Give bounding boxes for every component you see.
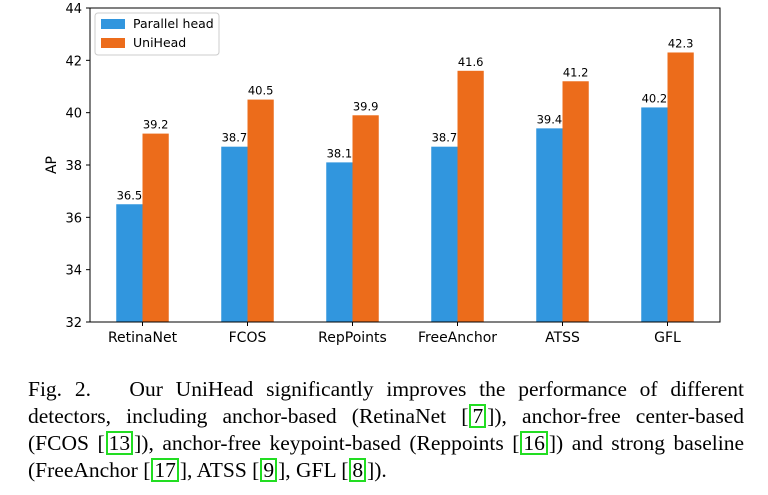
citation-link[interactable]: 13 [105, 431, 134, 455]
value-labels-layer: 36.5 39.2 38.7 40.5 38.1 39.9 38.7 41.6 39.4 41.2… [117, 36, 694, 202]
x-axis-ticks: RetinaNet FCOS RepPoints FreeAnchor ATSS GFL [108, 322, 681, 346]
legend-swatch-unihead [101, 38, 125, 48]
y-axis-ticks: 32 34 36 38 40 42 44 [65, 2, 90, 331]
caption-text: ]), anchor-free keypoint-based (Reppoint… [134, 431, 520, 455]
legend-label-parallel-head: Parallel head [133, 16, 214, 31]
y-tick-label: 40 [65, 107, 82, 122]
x-tick-label: GFL [654, 330, 681, 346]
caption-text: ], GFL [ [278, 458, 349, 482]
y-tick-label: 36 [65, 211, 82, 226]
data-label: 39.2 [143, 118, 169, 132]
data-label: 38.7 [222, 131, 248, 145]
bar-unihead-fcos [247, 99, 274, 322]
legend: Parallel head UniHead [94, 12, 220, 56]
x-tick-label: ATSS [545, 330, 580, 346]
y-tick-label: 42 [65, 54, 82, 69]
citation-link[interactable]: 8 [349, 458, 367, 482]
figure-caption: Fig. 2. Our UniHead significantly improv… [28, 376, 744, 484]
caption-text: Our UniHead significantly improves the p… [28, 377, 745, 428]
bar-chart: 36.5 39.2 38.7 40.5 38.1 39.9 38.7 41.6 39.4 41.2… [44, 2, 721, 346]
bar-parallel-head-fcos [221, 146, 248, 322]
citation-link[interactable]: 9 [260, 458, 278, 482]
legend-label-unihead: UniHead [133, 35, 186, 50]
bar-unihead-freeanchor [457, 70, 484, 322]
y-axis-label: AP [44, 156, 60, 174]
bar-parallel-head-atss [536, 128, 563, 322]
bar-parallel-head-freeanchor [431, 146, 458, 322]
caption-text: ]) and strong baseline (FreeAnchor [ [28, 431, 744, 482]
y-tick-label: 34 [65, 264, 82, 279]
bar-parallel-head-gfl [641, 107, 668, 322]
citation-link[interactable]: 16 [520, 431, 548, 455]
x-tick-label: FreeAnchor [418, 330, 497, 346]
citation-link[interactable]: 17 [151, 458, 179, 482]
x-tick-label: RepPoints [318, 330, 387, 346]
caption-text: ]). [367, 458, 387, 482]
y-tick-label: 38 [65, 159, 82, 174]
y-tick-label: 32 [65, 316, 82, 331]
legend-frame [94, 12, 220, 56]
data-label: 38.7 [432, 131, 458, 145]
data-label: 38.1 [327, 146, 353, 160]
caption-text: ], ATSS [ [179, 458, 260, 482]
data-label: 40.2 [642, 91, 668, 105]
data-label: 40.5 [248, 84, 274, 98]
bar-unihead-reppoints [352, 115, 379, 323]
bar-unihead-atss [562, 81, 589, 323]
caption-text: ]), anchor-free center-based (FCOS [ [28, 404, 744, 455]
bar-parallel-head-retinanet [116, 204, 143, 322]
data-label: 42.3 [668, 36, 694, 50]
data-label: 36.5 [117, 188, 143, 202]
citation-link[interactable]: 7 [469, 404, 487, 428]
x-tick-label: FCOS [229, 330, 267, 346]
y-tick-label: 44 [65, 2, 82, 17]
legend-swatch-parallel-head [101, 19, 125, 29]
bars-layer [116, 52, 694, 323]
x-tick-label: RetinaNet [108, 330, 178, 346]
bar-unihead-retinanet [142, 133, 169, 322]
data-label: 39.4 [537, 112, 563, 126]
data-label: 41.2 [563, 65, 589, 79]
bar-unihead-gfl [667, 52, 694, 322]
bar-parallel-head-reppoints [326, 162, 353, 322]
caption-label: Fig. 2. [28, 377, 91, 401]
data-label: 41.6 [458, 55, 484, 69]
data-label: 39.9 [353, 99, 379, 113]
